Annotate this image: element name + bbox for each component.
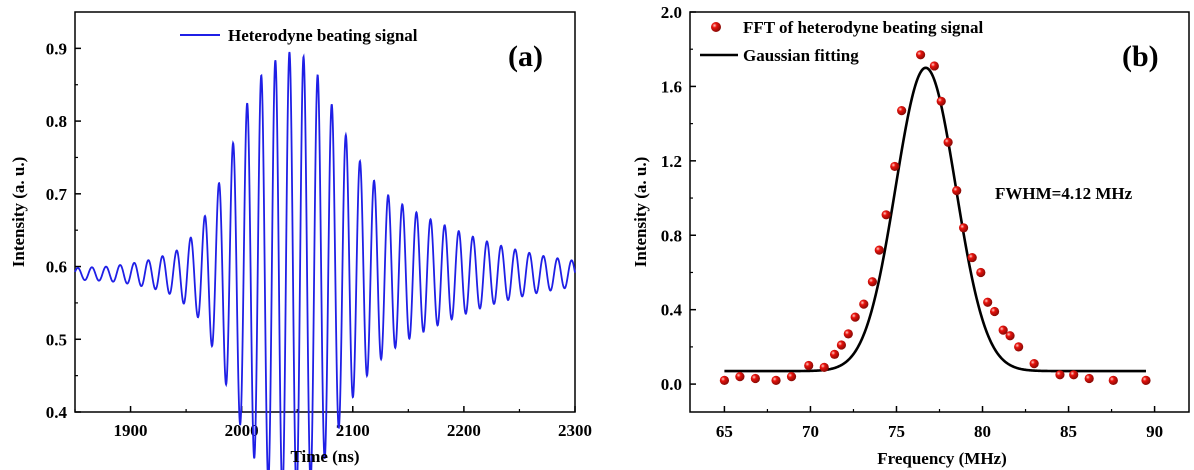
panel-label-a: (a) [508, 40, 543, 73]
fft-point [804, 360, 814, 371]
fft-point [771, 375, 781, 385]
x-tick-label-a: 2100 [336, 421, 370, 440]
y-tick-label-b: 1.2 [661, 152, 682, 171]
fft-point [1014, 342, 1024, 352]
fft-point [750, 373, 760, 384]
legend-marker-b-fft [711, 22, 721, 32]
y-tick-label-b: 1.6 [661, 77, 682, 96]
fft-point [850, 312, 860, 322]
fft-point [881, 210, 891, 220]
fft-point [998, 325, 1008, 335]
fft-point [819, 362, 829, 372]
heterodyne-signal-line [74, 51, 576, 470]
y-axis-label-a: Intensity (a. u.) [9, 157, 28, 268]
x-tick-label-a: 2200 [447, 421, 481, 440]
fft-point [719, 375, 730, 385]
fft-point [1141, 375, 1151, 385]
fft-point [836, 340, 847, 350]
gaussian-fit-line [724, 66, 1146, 373]
fft-point [897, 106, 907, 116]
plot-frame-a [74, 11, 576, 413]
legend-label-a: Heterodyne beating signal [228, 26, 418, 45]
y-tick-label-a: 0.7 [46, 185, 68, 204]
x-tick-label-a: 1900 [114, 421, 148, 440]
fft-point [1055, 370, 1065, 380]
fft-point [1084, 373, 1094, 384]
x-tick-label-b: 65 [716, 422, 733, 441]
panel-a: 1900 2000 2100 2200 2300 0.4 0.5 0.6 0.7 0.8 0.9 H… [9, 11, 592, 470]
y-tick-label-b: 0.0 [661, 375, 682, 394]
fft-point [1005, 331, 1015, 341]
panel-label-b: (b) [1122, 40, 1159, 73]
fft-point [874, 245, 884, 255]
x-axis-label-a: Time (ns) [290, 447, 359, 466]
fft-point [989, 306, 1000, 317]
fft-point [859, 299, 869, 309]
legend-label-b-fit: Gaussian fitting [743, 46, 859, 65]
fft-points [719, 50, 1151, 385]
fwhm-annotation: FWHM=4.12 MHz [995, 184, 1133, 203]
fft-point [1108, 375, 1118, 385]
y-tick-label-b: 2.0 [661, 3, 682, 22]
fft-point [890, 161, 900, 172]
x-tick-label-b: 80 [974, 422, 991, 441]
fft-point [1029, 359, 1039, 369]
x-tick-label-b: 75 [888, 422, 905, 441]
x-tick-label-b: 70 [802, 422, 819, 441]
x-tick-label-b: 85 [1060, 422, 1077, 441]
y-tick-label-a: 0.6 [46, 258, 67, 277]
fft-point [829, 349, 840, 359]
axis-ticks-a: 1900 2000 2100 2200 2300 0.4 0.5 0.6 0.7 0.8 0.9 [46, 39, 592, 440]
fft-point [786, 372, 797, 382]
y-tick-label-a: 0.4 [46, 403, 68, 422]
y-axis-label-b: Intensity (a. u.) [631, 157, 650, 268]
x-axis-label-b: Frequency (MHz) [877, 449, 1007, 468]
y-tick-label-b: 0.8 [661, 226, 682, 245]
fft-point [735, 372, 745, 382]
x-tick-label-b: 90 [1146, 422, 1163, 441]
fft-point [936, 96, 946, 106]
x-tick-label-a: 2300 [558, 421, 592, 440]
x-tick-label-a: 2000 [225, 421, 259, 440]
axis-ticks-b: 65 70 75 80 85 90 0.0 0.4 0.8 1.2 1.6 2.0 [661, 3, 1163, 441]
fft-point [952, 186, 962, 196]
fft-point [943, 137, 953, 147]
fft-point [1069, 370, 1079, 380]
fft-point [929, 61, 939, 71]
y-tick-label-a: 0.9 [46, 39, 67, 58]
fft-point [967, 252, 977, 263]
fft-point [976, 267, 986, 278]
legend-label-b-fft: FFT of heterodyne beating signal [743, 18, 983, 37]
fft-point [843, 329, 853, 339]
plot-frame-b [689, 11, 1190, 413]
fft-point [915, 50, 926, 60]
panel-b: 65 70 75 80 85 90 0.0 0.4 0.8 1.2 1.6 2.0 FFT of he… [631, 3, 1190, 468]
fft-point [958, 223, 969, 233]
fft-point [983, 297, 993, 307]
fft-point [867, 277, 877, 287]
y-tick-label-a: 0.5 [46, 330, 67, 349]
y-tick-label-b: 0.4 [661, 301, 683, 320]
y-tick-label-a: 0.8 [46, 112, 67, 131]
